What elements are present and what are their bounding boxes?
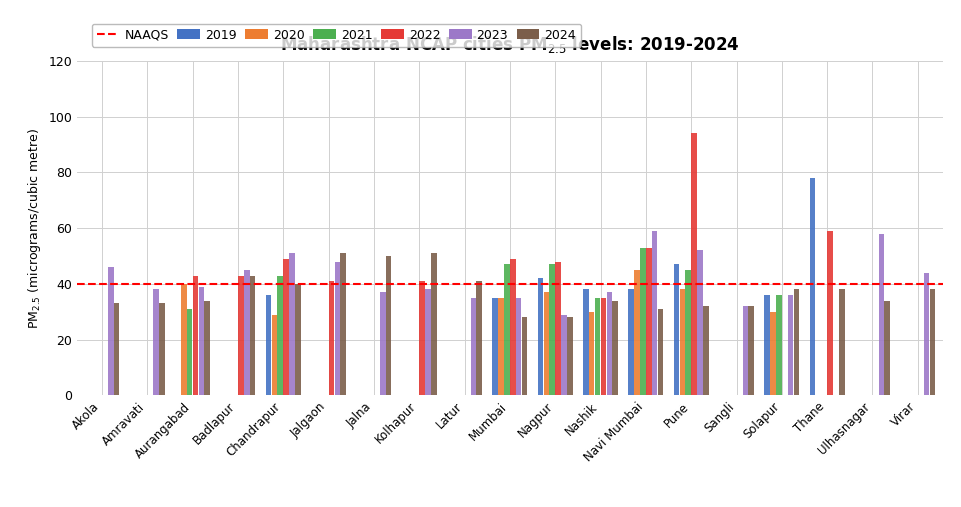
Bar [205, 301, 209, 395]
Bar [295, 284, 301, 395]
Bar [923, 273, 928, 395]
Bar [340, 253, 346, 395]
Bar [153, 289, 159, 395]
Bar [639, 247, 645, 395]
Title: Maharashtra NCAP cities PM$_{2.5}$ levels: 2019-2024: Maharashtra NCAP cities PM$_{2.5}$ level… [280, 34, 739, 55]
Bar [600, 298, 605, 395]
Bar [673, 265, 678, 395]
Bar [237, 276, 243, 395]
Bar [425, 289, 431, 395]
Bar [678, 289, 684, 395]
Bar [537, 278, 543, 395]
Bar [582, 289, 588, 395]
Bar [612, 301, 617, 395]
Bar [633, 270, 639, 395]
Bar [271, 314, 277, 395]
Bar [588, 312, 594, 395]
Bar [543, 292, 549, 395]
Bar [702, 306, 708, 395]
Bar [628, 289, 633, 395]
Legend: NAAQS, 2019, 2020, 2021, 2022, 2023, 2024: NAAQS, 2019, 2020, 2021, 2022, 2023, 202… [91, 24, 580, 47]
Bar [567, 317, 572, 395]
Bar [192, 276, 198, 395]
Bar [928, 289, 934, 395]
Bar [283, 259, 288, 395]
Bar [113, 303, 119, 395]
Bar [504, 265, 509, 395]
Bar [265, 295, 271, 395]
Bar [329, 281, 333, 395]
Bar [787, 295, 793, 395]
Bar [838, 289, 844, 395]
Bar [657, 309, 663, 395]
Bar [380, 292, 385, 395]
Bar [159, 303, 164, 395]
Bar [809, 178, 814, 395]
Bar [277, 276, 283, 395]
Bar [419, 281, 425, 395]
Bar [498, 298, 504, 395]
Bar [289, 253, 294, 395]
Bar [606, 292, 611, 395]
Bar [334, 262, 340, 395]
Bar [509, 259, 515, 395]
Bar [826, 231, 832, 395]
Bar [108, 267, 113, 395]
Bar [770, 312, 775, 395]
Bar [476, 281, 481, 395]
Bar [515, 298, 521, 395]
Bar [697, 250, 702, 395]
Bar [883, 301, 889, 395]
Bar [244, 270, 249, 395]
Bar [492, 298, 498, 395]
Bar [560, 314, 566, 395]
Bar [793, 289, 799, 395]
Bar [431, 253, 436, 395]
Bar [198, 287, 204, 395]
Bar [554, 262, 560, 395]
Bar [748, 306, 753, 395]
Bar [646, 247, 651, 395]
Bar [877, 234, 883, 395]
Bar [685, 270, 690, 395]
Bar [763, 295, 769, 395]
Bar [776, 295, 781, 395]
Bar [250, 276, 256, 395]
Bar [385, 256, 391, 395]
Y-axis label: PM$_{2.5}$ (micrograms/cubic metre): PM$_{2.5}$ (micrograms/cubic metre) [26, 128, 42, 329]
Bar [186, 309, 192, 395]
Bar [594, 298, 600, 395]
Bar [742, 306, 748, 395]
Bar [521, 317, 527, 395]
Bar [181, 284, 186, 395]
Bar [470, 298, 476, 395]
Bar [691, 133, 696, 395]
Bar [549, 265, 554, 395]
Bar [652, 231, 656, 395]
